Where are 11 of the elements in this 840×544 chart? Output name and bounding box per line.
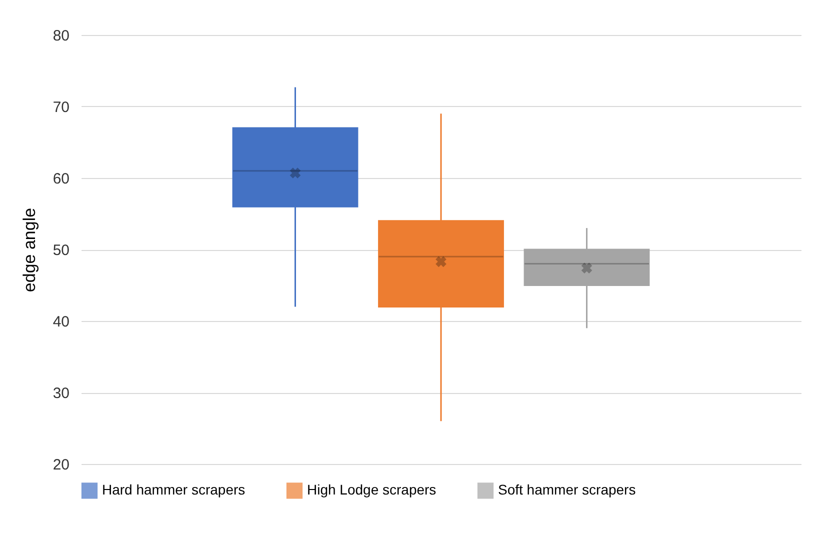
y-tick-label: 80 [52, 28, 70, 44]
legend-label: Soft hammer scrapers [498, 482, 636, 498]
y-tick-label: 30 [52, 385, 70, 402]
y-tick-label: 50 [52, 242, 70, 259]
y-tick-label: 40 [52, 314, 70, 330]
y-axis-title: edge angle [20, 208, 39, 292]
y-tick-label: 20 [52, 456, 70, 474]
legend-label: High Lodge scrapers [307, 482, 436, 498]
legend-label: Hard hammer scrapers [102, 482, 246, 498]
y-tick-label: 60 [52, 170, 70, 188]
y-tick-label: 70 [52, 99, 70, 116]
